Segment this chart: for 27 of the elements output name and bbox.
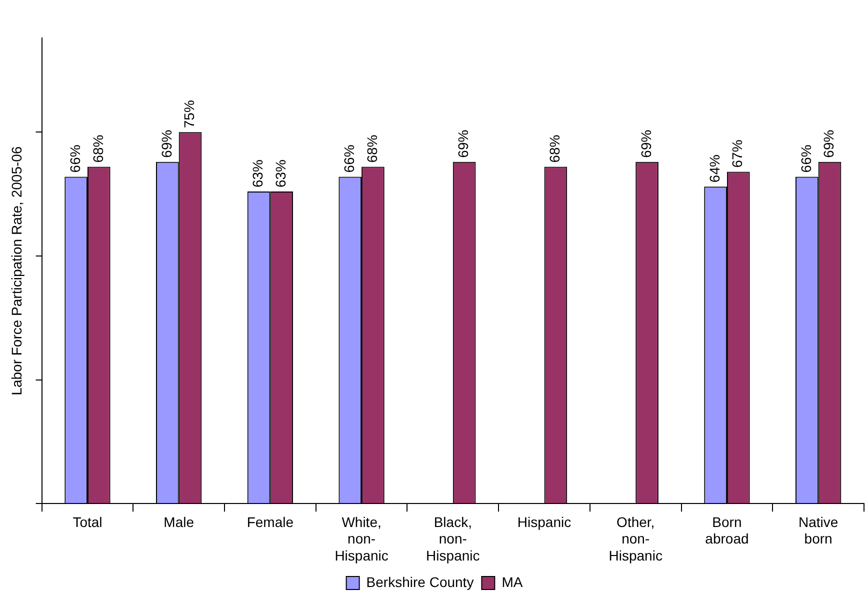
x-tick-label: Male <box>164 514 194 530</box>
data-label: 66% <box>798 144 814 173</box>
data-label: 63% <box>272 160 288 188</box>
x-tick-label: Hispanic <box>517 514 572 530</box>
legend-label: Berkshire County <box>366 574 474 590</box>
x-tick-label: Native born <box>798 514 838 547</box>
data-label: 64% <box>706 154 722 183</box>
legend-label: MA <box>502 574 524 590</box>
x-tick-label: Born abroad <box>705 514 749 547</box>
data-label: 66% <box>340 144 357 173</box>
x-tick-label: Other, non-Hispanic <box>608 514 662 564</box>
data-label: 69% <box>158 130 174 158</box>
data-label: 68% <box>90 134 106 163</box>
data-label: 69% <box>820 130 837 158</box>
data-label: 66% <box>66 144 83 173</box>
y-axis-title: Labor Force Participation Rate, 2005-06 <box>8 146 24 396</box>
x-tick-label: White, non-Hispanic <box>334 514 388 564</box>
data-label: 75% <box>181 100 198 128</box>
x-tick-label: Female <box>246 514 294 530</box>
data-label: 63% <box>250 160 266 188</box>
data-label: 69% <box>455 130 472 158</box>
x-tick-label: Black, non-Hispanic <box>426 514 480 564</box>
x-tick-label: Total <box>72 514 102 530</box>
data-label: 67% <box>729 140 746 168</box>
data-label: 69% <box>638 130 654 158</box>
data-label: 68% <box>364 134 380 163</box>
data-label: 68% <box>546 134 563 163</box>
